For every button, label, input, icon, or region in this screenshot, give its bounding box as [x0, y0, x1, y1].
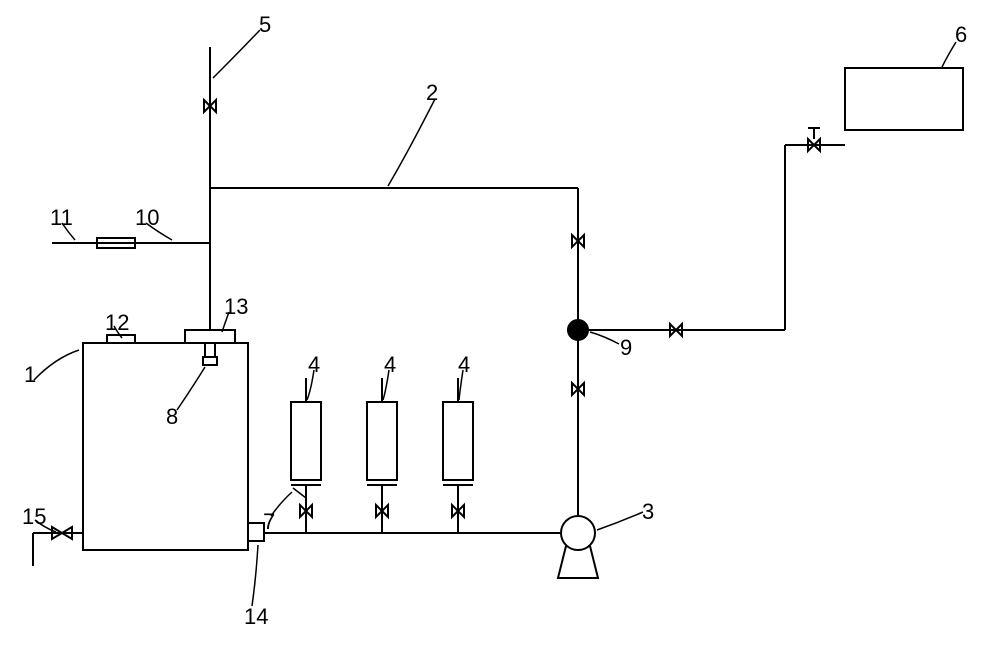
tick-7 [293, 488, 306, 498]
label-7: 7 [263, 509, 275, 535]
leader-6 [942, 42, 956, 67]
filter-1 [291, 402, 321, 480]
pump-circle [561, 516, 595, 550]
part-8 [205, 343, 215, 357]
label-8: 8 [166, 404, 178, 430]
label-3: 3 [642, 499, 654, 525]
leader-2 [388, 99, 435, 186]
label-13: 13 [224, 294, 248, 320]
leader-5 [213, 30, 260, 78]
label-5: 5 [259, 12, 271, 38]
label-1: 1 [24, 362, 36, 388]
label-6: 6 [955, 22, 967, 48]
label-15: 15 [22, 504, 46, 530]
tank [83, 343, 248, 550]
leader-3 [597, 512, 643, 530]
label-11: 11 [50, 205, 73, 231]
filter-3 [443, 402, 473, 480]
port-13 [185, 330, 235, 343]
label-4b: 4 [384, 352, 396, 378]
leader-1 [34, 350, 79, 380]
outlet-14 [248, 523, 264, 541]
label-14: 14 [244, 604, 268, 630]
leader-9 [590, 332, 619, 344]
label-10: 10 [135, 205, 159, 231]
leader-8 [177, 367, 205, 410]
filter-2 [367, 402, 397, 480]
sensor-9 [568, 320, 588, 340]
label-4a: 4 [308, 352, 320, 378]
leader-14 [252, 545, 258, 606]
box-6 [845, 68, 963, 130]
part-8-body [203, 357, 217, 365]
label-9: 9 [620, 335, 632, 361]
label-12: 12 [105, 310, 129, 336]
label-4c: 4 [458, 352, 470, 378]
schematic-diagram [0, 0, 1000, 659]
label-2: 2 [426, 80, 438, 106]
